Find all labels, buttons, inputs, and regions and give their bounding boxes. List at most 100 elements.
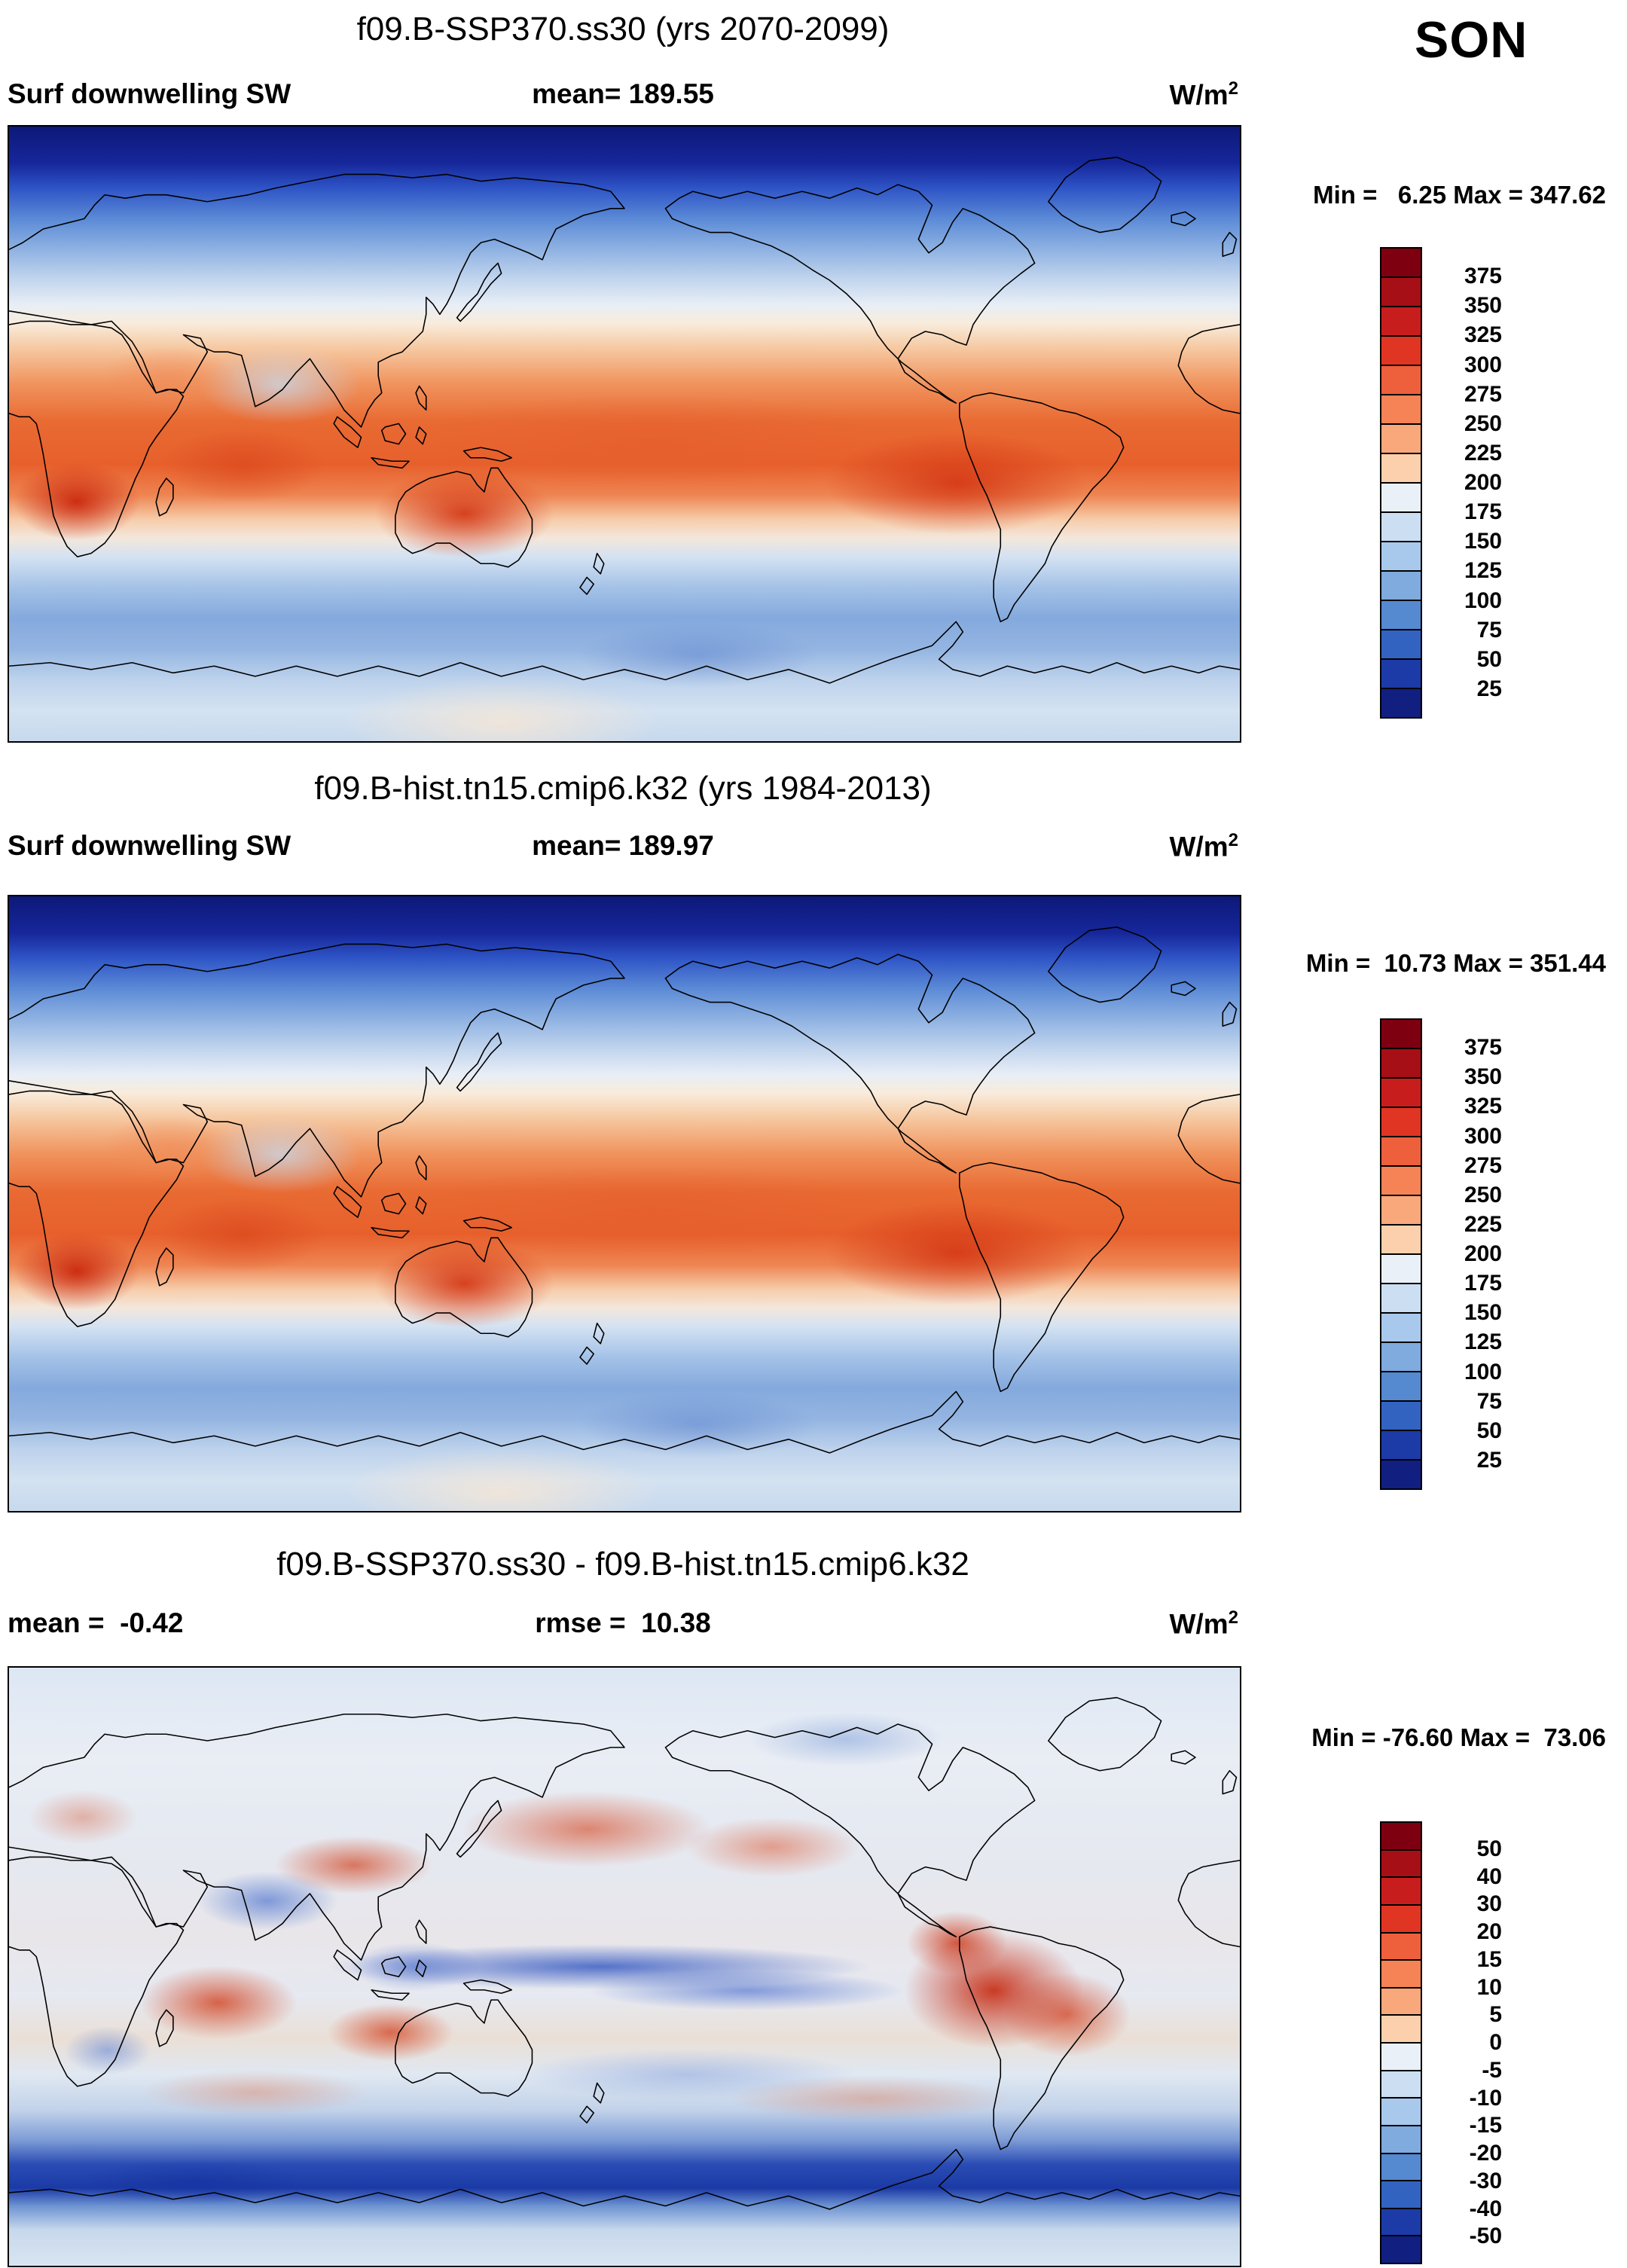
colorbar-tick-label: 250: [1464, 411, 1502, 436]
colorbar-tick-label: 325: [1464, 1094, 1502, 1119]
colorbar-segment: [1381, 335, 1421, 365]
rmse-stat-label: rmse = 10.38: [535, 1607, 711, 1638]
minmax-label: Min = -76.60 Max = 73.06: [1311, 1723, 1606, 1751]
units-exponent: 2: [1228, 830, 1238, 850]
colorbar-tick-label: 100: [1464, 588, 1502, 613]
colorbar-segment: [1381, 1823, 1421, 1849]
colorbar-segment: [1381, 2069, 1421, 2098]
colorbar-segment: [1381, 276, 1421, 306]
colorbar-segment: [1381, 1400, 1421, 1430]
colorbar-tick-label: 75: [1476, 617, 1502, 643]
colorbar-segment: [1381, 365, 1421, 394]
colorbar-segment: [1381, 1195, 1421, 1224]
colorbar-tick-label: 150: [1464, 1300, 1502, 1326]
colorbar-tick-label: 125: [1464, 1329, 1502, 1355]
colorbar-segment: [1381, 2124, 1421, 2153]
colorbar-tick-label: 20: [1476, 1919, 1502, 1944]
colorbar-tick-label: -20: [1469, 2141, 1502, 2166]
units-base: W/m: [1169, 831, 1229, 862]
colorbar-tick-label: 300: [1464, 352, 1502, 377]
colorbar-segment: [1381, 2235, 1421, 2263]
colorbar-segment: [1381, 1876, 1421, 1904]
panel-historical: f09.B-hist.tn15.cmip6.k32 (yrs 1984-2013…: [0, 770, 1627, 1546]
colorbar-segment: [1381, 2014, 1421, 2042]
colorbar-segment: [1381, 1020, 1421, 1048]
colorbar: [1380, 247, 1422, 719]
colorbar-segment: [1381, 482, 1421, 511]
colorbar-tick-label: 10: [1476, 1974, 1502, 2000]
colorbar-segment: [1381, 1253, 1421, 1283]
colorbar-segment: [1381, 1312, 1421, 1342]
colorbar-tick-label: 200: [1464, 470, 1502, 495]
colorbar-segment: [1381, 600, 1421, 629]
colorbar-tick-label: 325: [1464, 322, 1502, 348]
colorbar-tick-label: 50: [1476, 646, 1502, 672]
variable-label: Surf downwelling SW: [8, 830, 292, 861]
colorbar-tick-label: 50: [1476, 1836, 1502, 1861]
colorbar-tick-label: -30: [1469, 2168, 1502, 2193]
units-label: W/m2: [1170, 830, 1238, 862]
colorbar-tick-label: 225: [1464, 440, 1502, 466]
colorbar-segment: [1381, 2207, 1421, 2236]
colorbar-tick-label: 25: [1476, 1447, 1502, 1473]
colorbar-segment: [1381, 1459, 1421, 1488]
panel-header: Surf downwelling SW mean= 189.97 W/m2: [8, 830, 1238, 865]
colorbar-segment: [1381, 1371, 1421, 1400]
colorbar: [1380, 1018, 1422, 1490]
colorbar: [1380, 1821, 1422, 2264]
colorbar-segment: [1381, 541, 1421, 570]
panel-difference: f09.B-SSP370.ss30 - f09.B-hist.tn15.cmip…: [0, 1546, 1627, 2268]
units-base: W/m: [1169, 1608, 1229, 1640]
colorbar-segment: [1381, 1165, 1421, 1195]
colorbar-tick-label: -15: [1469, 2113, 1502, 2138]
colorbar-segment: [1381, 1986, 1421, 2015]
colorbar-segment: [1381, 1283, 1421, 1312]
coastlines-overlay: [9, 157, 1240, 684]
colorbar-tick-label: 350: [1464, 293, 1502, 319]
colorbar-segment: [1381, 570, 1421, 600]
coastlines-overlay: [9, 926, 1240, 1454]
colorbar-tick-label: 150: [1464, 529, 1502, 554]
panel-title: f09.B-SSP370.ss30 - f09.B-hist.tn15.cmip…: [276, 1546, 969, 1583]
colorbar-segment: [1381, 1959, 1421, 1987]
colorbar-segment: [1381, 688, 1421, 717]
panel-header: mean = -0.42 rmse = 10.38 W/m2: [8, 1607, 1238, 1642]
colorbar-tick-label: 200: [1464, 1241, 1502, 1266]
map-historical: [8, 895, 1241, 1513]
colorbar-segment: [1381, 1107, 1421, 1136]
colorbar-ticks: 375 350 325 300 275 250 225 200 175 150 125 100 75 50…: [1430, 247, 1502, 719]
colorbar-segment: [1381, 394, 1421, 423]
colorbar-tick-label: 350: [1464, 1064, 1502, 1090]
colorbar-tick-label: 100: [1464, 1359, 1502, 1384]
colorbar-tick-label: 0: [1489, 2030, 1502, 2055]
units-base: W/m: [1169, 79, 1229, 111]
map-difference: [8, 1666, 1241, 2267]
colorbar-tick-label: 40: [1476, 1864, 1502, 1889]
mean-stat-label: mean= 189.97: [532, 830, 714, 861]
colorbar-tick-label: 175: [1464, 499, 1502, 525]
colorbar-tick-label: 25: [1476, 676, 1502, 701]
colorbar-ticks: 50 40 30 20 15 10 5 0 -5 -10 -15 -20 -30 -40 -50: [1430, 1821, 1502, 2264]
colorbar-segment: [1381, 1136, 1421, 1165]
colorbar-segment: [1381, 1931, 1421, 1960]
units-label: W/m2: [1170, 78, 1238, 111]
colorbar-segment: [1381, 1430, 1421, 1459]
colorbar-tick-label: 375: [1464, 1035, 1502, 1061]
colorbar-tick-label: 275: [1464, 1152, 1502, 1178]
colorbar-tick-label: -5: [1482, 2057, 1502, 2083]
colorbar-tick-label: 15: [1476, 1946, 1502, 1972]
colorbar-segment: [1381, 1077, 1421, 1107]
colorbar-segment: [1381, 2097, 1421, 2125]
minmax-label: Min = 6.25 Max = 347.62: [1313, 181, 1606, 209]
colorbar-segment: [1381, 1048, 1421, 1077]
colorbar-tick-label: 250: [1464, 1182, 1502, 1207]
colorbar-segment: [1381, 511, 1421, 541]
panel-header: Surf downwelling SW mean= 189.55 W/m2: [8, 78, 1238, 113]
colorbar-segment: [1381, 1848, 1421, 1877]
colorbar-tick-label: 300: [1464, 1123, 1502, 1149]
colorbar-segment: [1381, 306, 1421, 335]
colorbar-tick-label: 75: [1476, 1388, 1502, 1414]
panel-title: f09.B-SSP370.ss30 (yrs 2070-2099): [356, 11, 890, 47]
colorbar-tick-label: 30: [1476, 1891, 1502, 1917]
